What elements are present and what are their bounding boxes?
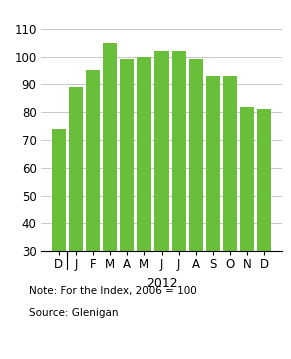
Bar xyxy=(240,107,254,251)
Bar xyxy=(206,76,220,251)
Bar xyxy=(52,129,66,251)
Bar xyxy=(103,43,117,251)
Bar xyxy=(189,59,203,251)
Text: Source: Glenigan: Source: Glenigan xyxy=(29,308,119,318)
Bar xyxy=(86,70,100,251)
Bar xyxy=(69,87,83,251)
Bar xyxy=(172,51,186,251)
Text: Note: For the Index, 2006 = 100: Note: For the Index, 2006 = 100 xyxy=(29,286,197,296)
X-axis label: 2012: 2012 xyxy=(146,277,177,290)
Bar xyxy=(223,76,237,251)
Bar xyxy=(257,109,271,251)
Bar xyxy=(137,57,151,251)
Bar xyxy=(120,59,134,251)
Bar xyxy=(155,51,168,251)
